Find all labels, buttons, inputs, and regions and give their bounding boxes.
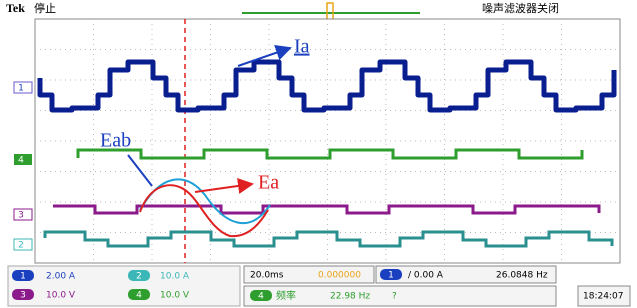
ch3-scale: 10.0 V	[46, 291, 76, 301]
eab-label: Eab	[100, 130, 131, 152]
ch4-scale: 10.0 V	[160, 291, 190, 301]
readout-panel: 1 2.00 A 3 10.0 V 2 10.0 A 4 10.0 V 20.0…	[8, 266, 630, 306]
brand: Tek	[6, 1, 25, 15]
ch1-scale: 2.00 A	[46, 272, 76, 282]
ch1-badge-label: 1	[20, 272, 26, 282]
measure-label: 频率	[276, 289, 296, 302]
ch2-badge-label: 2	[136, 272, 142, 282]
ch2-marker-label: 2	[18, 241, 24, 251]
trigger-position: 0.000000	[318, 271, 361, 281]
trigger-level: / 0.00 A	[408, 271, 444, 281]
measure-value: 22.98 Hz	[330, 292, 370, 302]
ia-label: Ia	[294, 36, 310, 58]
filter-status: 噪声滤波器关闭	[482, 1, 559, 15]
channel-panel	[8, 266, 240, 306]
channel-markers: 1 4 3 2	[14, 82, 32, 251]
scope-screen: Tek 停止 噪声滤波器关闭 Ia Eab Ea 1 4 3 2 1 2.00 …	[0, 0, 637, 308]
timebase: 20.0ms	[250, 271, 284, 281]
run-status: 停止	[34, 1, 56, 15]
trigger-badge-label: 1	[388, 271, 394, 281]
ch3-marker-label: 3	[18, 211, 24, 221]
ch4-badge-label: 4	[136, 291, 142, 301]
measure-status: ?	[392, 292, 397, 302]
ea-label: Ea	[258, 172, 279, 194]
ch3-badge-label: 3	[20, 291, 26, 301]
measure-badge-label: 4	[258, 292, 264, 302]
ch2-scale: 10.0 A	[160, 272, 190, 282]
clock: 18:24:07	[583, 292, 623, 302]
trigger-frequency: 26.0848 Hz	[496, 271, 548, 281]
ch4-marker-label: 4	[18, 156, 24, 166]
scope-display: Tek 停止 噪声滤波器关闭 Ia Eab Ea 1 4 3 2 1 2.00 …	[0, 0, 637, 308]
ch1-marker-label: 1	[18, 84, 24, 94]
